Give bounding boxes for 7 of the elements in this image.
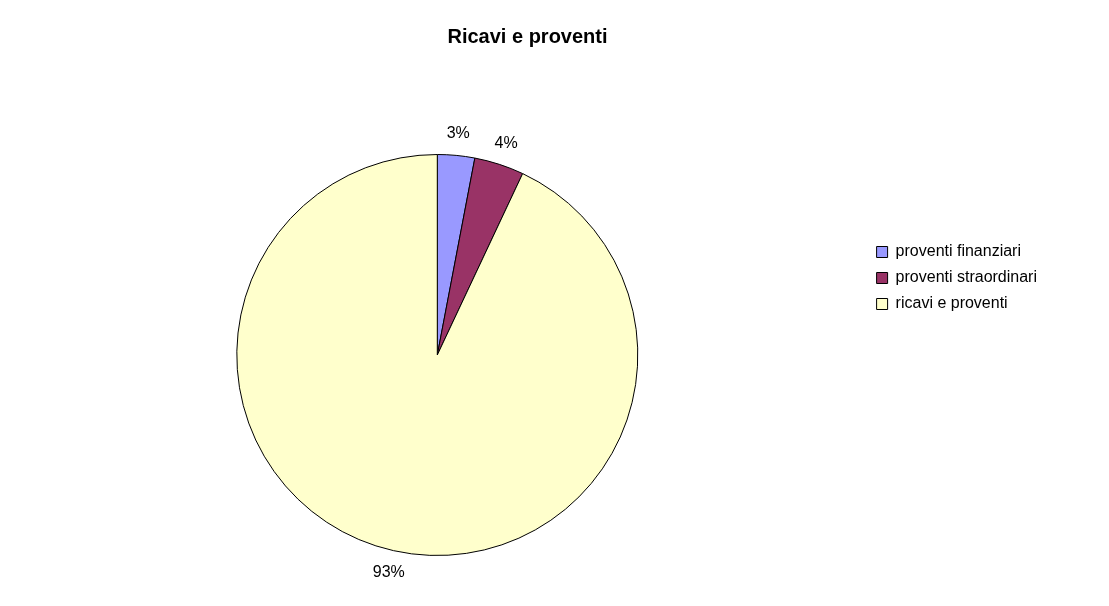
legend-label: proventi finanziari <box>895 242 1022 260</box>
legend-label: ricavi e proventi <box>895 294 1008 312</box>
legend-label: proventi straordinari <box>895 268 1038 286</box>
data-label: 4% <box>494 133 518 151</box>
data-label: 93% <box>372 562 405 580</box>
data-label: 3% <box>446 123 470 141</box>
chart-title: Ricavi e proventi <box>447 24 608 47</box>
